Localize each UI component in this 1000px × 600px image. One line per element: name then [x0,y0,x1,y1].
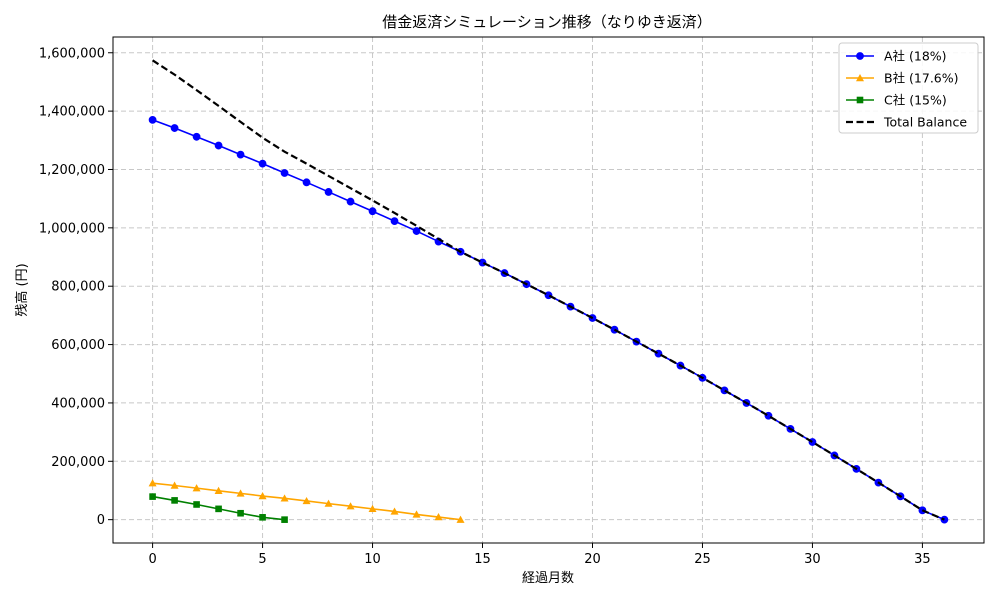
data-point [456,515,465,523]
x-tick-label: 10 [364,552,381,567]
data-point [324,188,333,196]
data-point [170,124,179,132]
data-point [258,159,267,168]
data-point [259,514,266,521]
data-point [434,513,443,521]
data-point [412,510,421,518]
y-tick-label: 800,000 [51,280,105,295]
series-b-17-6 [148,479,465,523]
data-point [148,115,157,124]
legend-label: Total Balance [883,115,967,130]
legend-marker [856,52,864,60]
data-point [170,481,179,489]
series-total-balance [151,59,945,521]
data-point [192,484,201,492]
y-tick-label: 600,000 [51,338,105,353]
data-point [368,207,377,216]
legend-box [838,42,979,134]
x-tick-label: 20 [584,552,601,567]
y-tick-label: 1,000,000 [39,221,105,236]
series-line [151,59,945,521]
legend-label: A社 (18%) [884,49,947,64]
legend-item: B社 (17.6%) [846,71,959,86]
data-point [214,486,223,494]
legend-item: C社 (15%) [846,93,947,108]
data-point [236,150,245,159]
data-point [346,502,355,510]
x-tick-label: 30 [804,552,821,567]
data-point [148,479,157,487]
legend: A社 (18%) B社 (17.6%) C社 (15%) Total Balance [838,42,979,134]
data-point [193,501,200,508]
data-point [192,132,201,141]
series-a-18 [148,115,949,524]
data-point [281,516,288,523]
legend-label: C社 (15%) [884,93,947,108]
data-point [302,178,311,187]
x-tick-label: 25 [694,552,711,567]
data-point [237,509,244,517]
plot-frame [112,36,985,544]
data-point [324,499,333,507]
data-point [390,507,399,515]
legend-marker [856,96,864,104]
legend-label: B社 (17.6%) [884,71,959,86]
data-point [280,494,289,502]
data-point [215,505,222,513]
data-point [412,227,421,235]
data-point [149,493,156,500]
data-point [390,217,399,226]
y-tick-label: 400,000 [51,396,105,411]
data-point [346,197,355,206]
legend-marker [856,74,864,82]
y-tick-label: 1,400,000 [39,105,105,120]
legend-item: A社 (18%) [846,49,947,64]
x-tick-label: 15 [474,552,491,567]
y-tick-label: 1,600,000 [39,46,105,61]
data-point [214,141,223,150]
x-tick-label: 0 [148,552,156,567]
y-tick-label: 200,000 [51,455,105,470]
grid [113,37,984,543]
x-axis-label: 経過月数 [522,571,574,586]
x-tick-label: 5 [258,552,266,567]
legend-item: Total Balance [846,115,967,130]
data-point [368,504,377,513]
y-tick-label: 0 [97,513,105,528]
data-point [258,492,267,500]
x-tick-label: 35 [914,552,931,567]
data-point [280,169,289,177]
y-axis-label: 残高 (円) [14,263,30,316]
series-layer [148,59,949,524]
y-tick-label: 1,200,000 [39,163,105,178]
data-point [171,497,178,504]
axis-ticks: 0 5 10 15 20 25 30 35 0 200,000 400,000 600,000 800,… [39,46,931,567]
chart-title: 借金返済シミュレーション推移（なりゆき返済） [382,13,711,31]
data-point [302,496,311,505]
series-c-15 [149,493,288,523]
data-point [236,489,245,497]
